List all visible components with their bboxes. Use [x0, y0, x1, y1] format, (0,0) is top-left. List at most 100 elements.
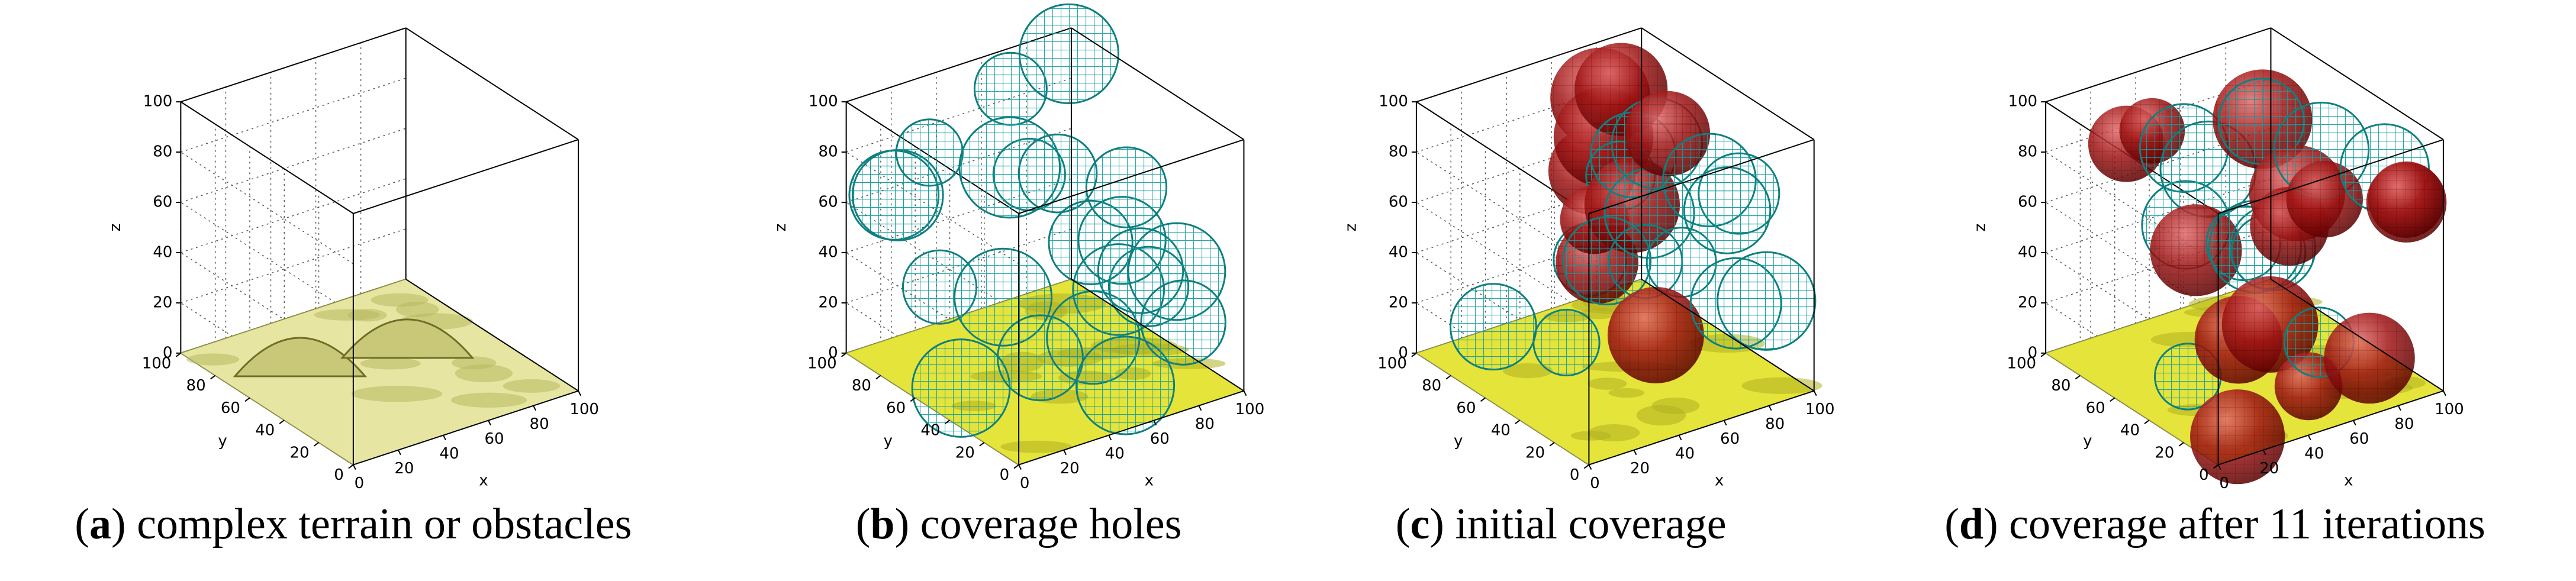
box-edge	[1589, 390, 1815, 466]
x-axis-label: x	[1715, 472, 1724, 490]
tick-mark	[1768, 405, 1772, 411]
y-tick-label: 40	[920, 422, 940, 440]
grid-line	[1416, 151, 1589, 264]
z-tick-label: 60	[819, 193, 838, 211]
caption-text: ) initial coverage	[1429, 500, 1726, 548]
box-edge	[2045, 27, 2271, 103]
y-axis-label: y	[884, 432, 893, 450]
tick-mark	[1243, 390, 1247, 396]
tick-mark	[398, 450, 401, 456]
y-tick-label: 20	[289, 444, 309, 461]
tick-mark	[2178, 442, 2184, 447]
y-tick-label: 80	[1422, 377, 1441, 395]
box-edge	[1071, 27, 1244, 140]
y-tick-label: 20	[1525, 444, 1545, 461]
terrain-bump	[1608, 388, 1645, 398]
z-tick-label: 40	[2018, 243, 2037, 261]
terrain-hill	[340, 318, 475, 359]
caption-open: (	[75, 500, 89, 548]
tick-mark	[244, 397, 250, 402]
x-tick-label: 100	[1805, 401, 1835, 418]
tick-mark	[1198, 405, 1202, 411]
caption-label: d	[1959, 500, 1983, 548]
x-tick-label: 80	[530, 415, 549, 433]
z-tick-label: 60	[153, 193, 172, 211]
tick-mark	[1013, 464, 1019, 469]
box-edge	[2218, 390, 2444, 466]
x-tick-label: 60	[1150, 430, 1170, 448]
tick-mark	[1018, 464, 1022, 470]
panel-caption: (d) coverage after 11 iterations	[1944, 500, 2485, 548]
sensor-mesh	[1683, 166, 1772, 254]
z-tick-label: 100	[809, 93, 838, 111]
box-edge	[353, 139, 579, 214]
terrain-bump	[1741, 377, 1822, 394]
x-tick-label: 100	[2435, 401, 2464, 418]
panel-caption: (b) coverage holes	[856, 500, 1182, 548]
z-tick-label: 0	[1398, 344, 1408, 361]
z-tick-label: 60	[2018, 193, 2037, 211]
x-tick-label: 80	[1765, 415, 1785, 433]
tick-mark	[443, 435, 446, 441]
x-tick-label: 100	[569, 401, 599, 418]
tick-mark	[1108, 435, 1112, 441]
caption-open: (	[856, 500, 871, 548]
tick-mark	[488, 420, 491, 426]
tick-mark	[1515, 419, 1521, 424]
x-tick-label: 40	[1675, 445, 1695, 463]
x-tick-label: 60	[484, 430, 504, 448]
y-tick-label: 80	[186, 377, 206, 395]
box-edge	[181, 27, 406, 103]
panel-caption: (c) initial coverage	[1396, 500, 1727, 548]
tick-mark	[979, 442, 985, 447]
y-tick-label: 0	[1570, 466, 1580, 484]
terrain-bump	[452, 356, 497, 370]
box-edge	[1589, 139, 1815, 214]
box-edge	[2270, 279, 2444, 392]
terrain-bump	[1588, 424, 1640, 441]
terrain-bump	[450, 392, 527, 408]
x-tick-label: 0	[2219, 475, 2229, 492]
sensor-mesh	[1140, 279, 1226, 366]
grid-line	[2045, 202, 2219, 315]
terrain-bump	[371, 293, 429, 307]
x-tick-label: 100	[1235, 401, 1265, 418]
x-tick-label: 20	[2259, 460, 2279, 477]
panel-caption: (a) complex terrain or obstacles	[75, 500, 632, 548]
tick-mark	[1153, 420, 1157, 426]
sensor-mesh	[1717, 251, 1817, 351]
panel: 020406080100020406080100020406080100zyx(…	[1944, 27, 2485, 548]
tick-mark	[2144, 419, 2150, 424]
x-axis-label: x	[1145, 472, 1154, 490]
caption-text: ) coverage after 11 iterations	[1983, 500, 2485, 548]
y-tick-label: 100	[142, 354, 172, 372]
y-tick-label: 80	[852, 377, 871, 395]
tick-mark	[210, 375, 216, 380]
tick-mark	[944, 419, 951, 424]
caption-label: c	[1410, 500, 1429, 548]
tick-mark	[2262, 450, 2266, 456]
terrain-bump	[1502, 363, 1553, 379]
y-tick-label: 0	[1000, 466, 1010, 484]
box-edge	[1071, 279, 1244, 392]
tick-mark	[1063, 450, 1067, 456]
x-tick-label: 0	[1590, 475, 1600, 492]
box-edge	[1641, 279, 1815, 392]
sensor-covered-mesh	[2324, 312, 2415, 404]
z-tick-label: 20	[153, 293, 172, 311]
grid-line	[180, 151, 354, 264]
terrain-bump	[360, 357, 421, 370]
tick-mark	[279, 419, 285, 424]
tick-mark	[2040, 353, 2046, 357]
y-tick-label: 100	[1377, 354, 1407, 372]
x-tick-label: 0	[1020, 475, 1030, 492]
box-edge	[1018, 139, 1244, 214]
y-tick-label: 60	[2086, 399, 2105, 417]
box-edge	[1641, 27, 1815, 140]
z-tick-label: 80	[2018, 143, 2037, 161]
x-axis-label: x	[479, 472, 488, 490]
y-tick-label: 0	[334, 466, 344, 484]
z-tick-label: 100	[143, 93, 173, 111]
panel: 020406080100020406080100020406080100zyx(…	[75, 27, 632, 548]
